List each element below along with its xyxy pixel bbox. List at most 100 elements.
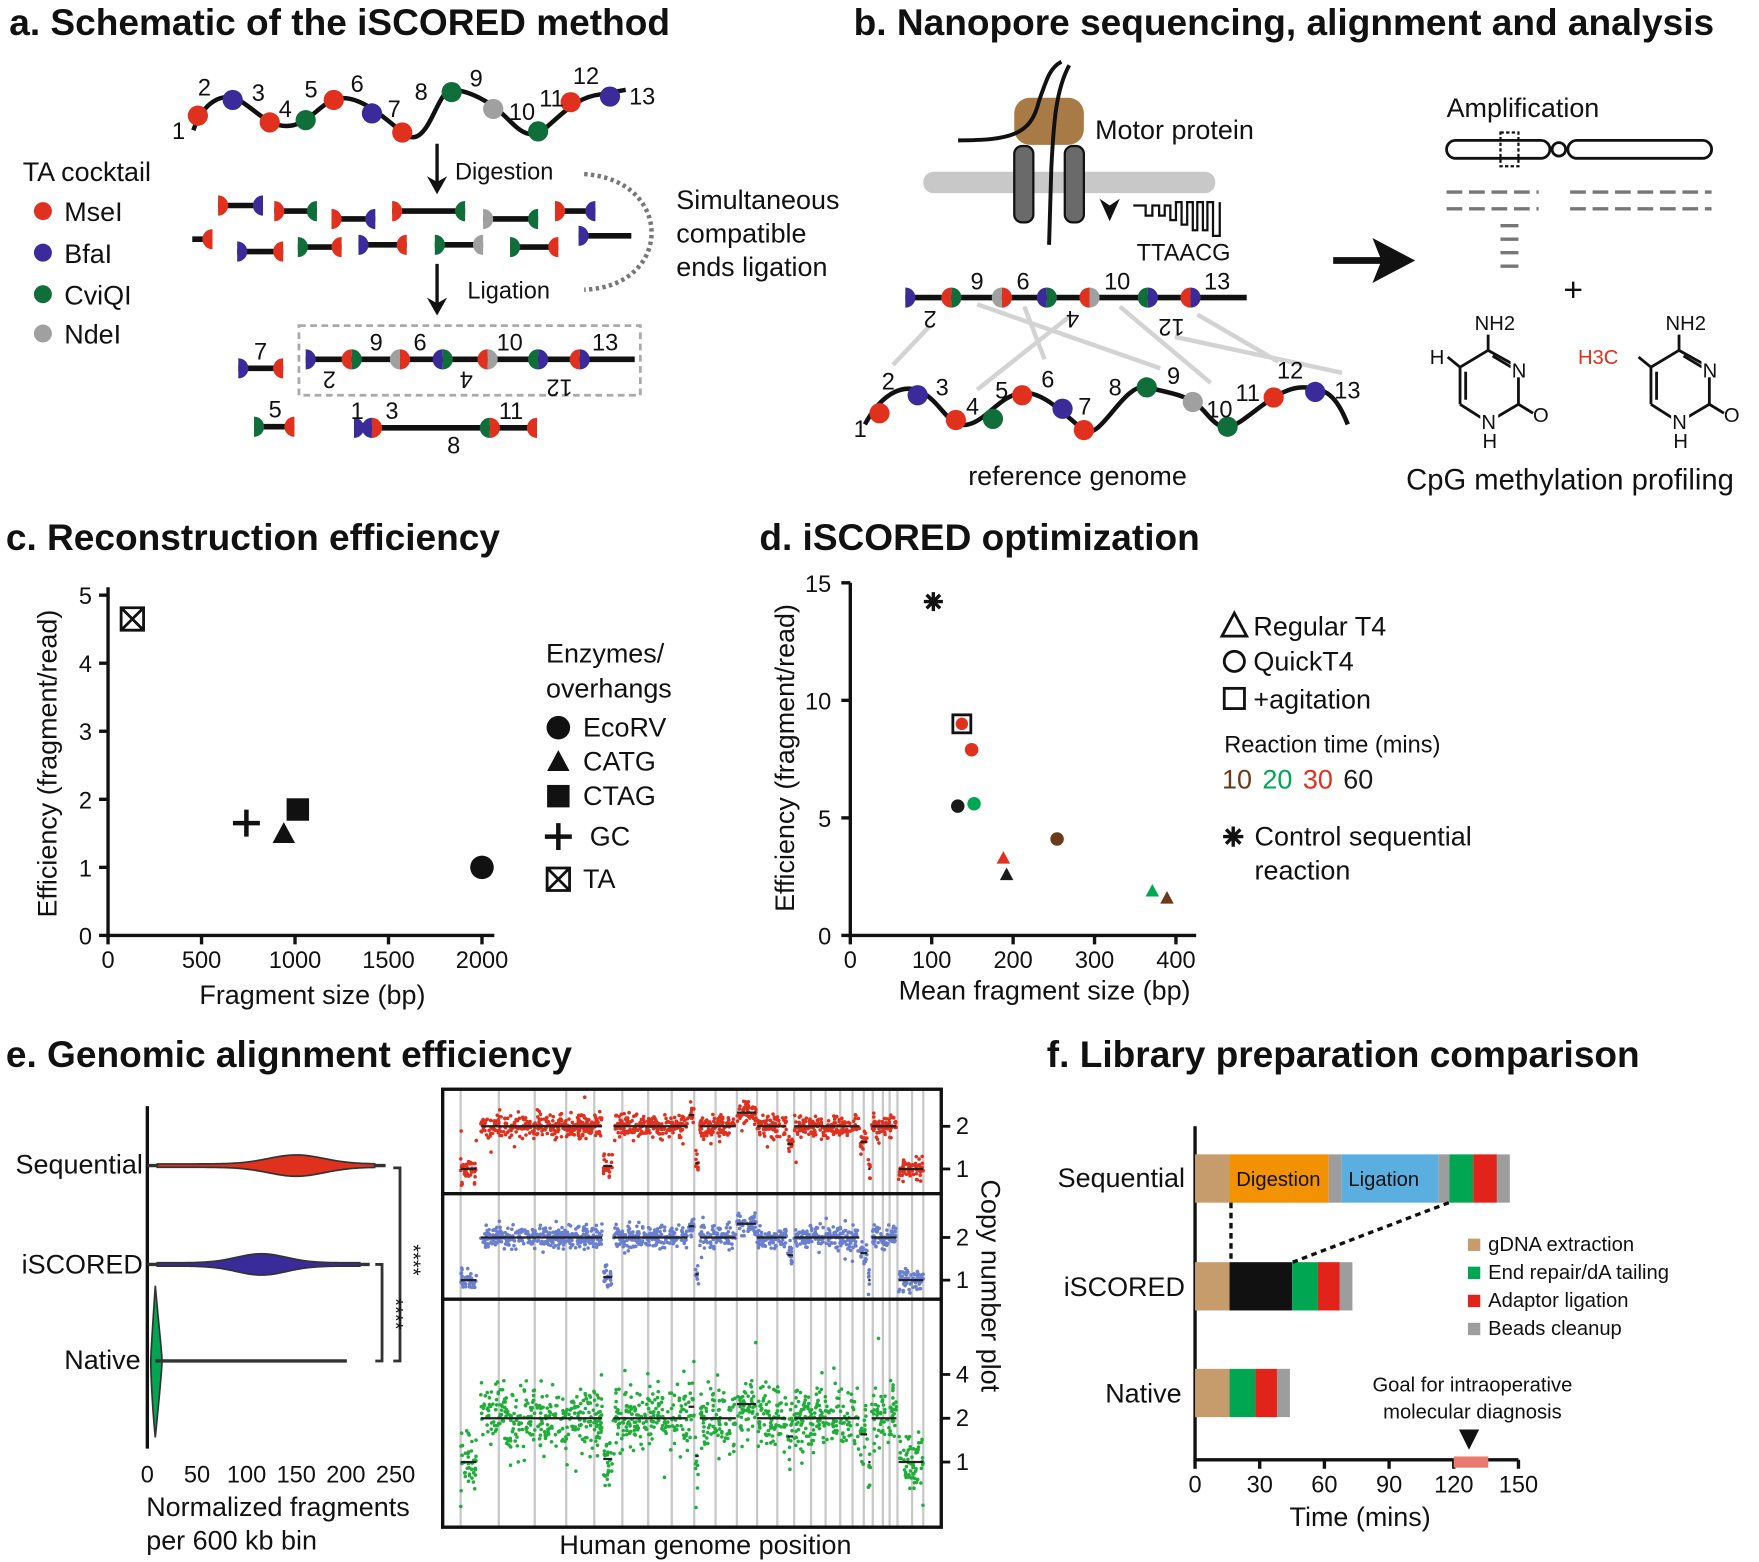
cnv-bin-point [908, 1282, 913, 1286]
cnv-bin-point [756, 1444, 761, 1449]
cnv-bin-point [594, 1242, 598, 1246]
cnv-bin-point [583, 1406, 588, 1411]
cnv-bin-point [837, 1389, 841, 1394]
cnv-bin-point [610, 1462, 614, 1466]
cnv-bin-point [545, 1241, 550, 1245]
cnv-bin-point [614, 1391, 618, 1395]
cnv-bin-point [497, 1108, 502, 1112]
cnv-bin-point [687, 1414, 691, 1419]
cnv-bin-point [816, 1398, 820, 1403]
cnv-bin-point [524, 1133, 528, 1137]
category-label: Native [64, 1345, 140, 1375]
site-number: 1 [351, 398, 364, 424]
cnv-bin-point [717, 1226, 721, 1231]
cnv-bin-point [845, 1411, 850, 1416]
segment-label: Digestion [1236, 1169, 1320, 1191]
cnv-bin-point [666, 1409, 670, 1414]
cnv-bin-point [919, 1440, 924, 1445]
cnv-bin-point [919, 1466, 924, 1471]
cnv-bin-point [696, 1168, 700, 1172]
cnv-bin-point [876, 1336, 881, 1341]
sticky-end-icon [472, 234, 484, 255]
cnv-bin-point [859, 1254, 863, 1258]
cnv-bin-point [905, 1172, 909, 1176]
cnv-bin-point [681, 1142, 685, 1146]
cnv-bin-point [849, 1231, 854, 1235]
site-number: 1 [854, 416, 867, 442]
cnv-bin-point [907, 1287, 911, 1292]
cnv-bin-point [679, 1117, 684, 1122]
cnv-bin-point [461, 1162, 466, 1167]
cnv-bin-point [522, 1389, 527, 1393]
cnv-bin-point [851, 1119, 856, 1124]
cnv-bin-point [669, 1116, 673, 1121]
cnv-bin-point [546, 1427, 550, 1432]
cnv-bin-point [598, 1241, 602, 1245]
cnv-bin-point [871, 1411, 876, 1416]
cnv-bin-point [460, 1453, 464, 1458]
cnv-bin-point [849, 1392, 854, 1397]
cnv-bin-point [535, 1233, 540, 1237]
sticky-end-icon [237, 241, 248, 262]
cnv-bin-point [811, 1438, 816, 1443]
cnv-bin-point [493, 1128, 498, 1133]
y-axis-label: Efficiency (fragment/read) [32, 610, 62, 918]
cnv-bin-point [595, 1393, 599, 1397]
bar-segment-beads [1438, 1154, 1450, 1203]
cnv-bin-point [847, 1420, 851, 1425]
enzyme-label: BfaI [64, 239, 112, 269]
plus-sign: + [1563, 272, 1583, 309]
cnv-bin-point [702, 1225, 707, 1230]
cnv-bin-point [882, 1410, 887, 1415]
cnv-bin-point [608, 1271, 613, 1276]
cnv-bin-point [826, 1135, 830, 1140]
restriction-site [1263, 387, 1284, 408]
cnv-bin-point [727, 1248, 731, 1252]
cnv-bin-point [712, 1244, 716, 1249]
cnv-bin-point [787, 1417, 792, 1421]
cnv-bin-point [624, 1130, 629, 1134]
cnv-bin-point [720, 1122, 725, 1126]
cnv-bin-point [645, 1402, 649, 1407]
cnv-bin-point [898, 1439, 903, 1444]
cnv-bin-point [636, 1128, 640, 1133]
cnv-bin-point [545, 1394, 549, 1398]
cnv-bin-point [489, 1127, 494, 1131]
agitation-square [951, 713, 973, 735]
site-number: 10 [1206, 397, 1232, 423]
arrow-head-icon [426, 297, 448, 316]
cnv-bin-point [598, 1133, 603, 1138]
cnv-bin-point [546, 1121, 551, 1126]
cnv-bin-point [829, 1240, 834, 1245]
cnv-bin-point [573, 1245, 578, 1250]
cnv-bin-point [583, 1129, 588, 1134]
cnv-bin-point [717, 1134, 722, 1138]
cnv-bin-point [628, 1383, 633, 1387]
bar-segment-gdna [1195, 1262, 1230, 1311]
site-number-inverted: 12 [1158, 314, 1184, 340]
bar-segment-endrep [1229, 1368, 1256, 1418]
cnv-bin-point [750, 1424, 755, 1429]
cnv-bin-point [787, 1457, 792, 1462]
cnv-bin-point [681, 1115, 686, 1120]
cnv-bin-point [580, 1120, 585, 1125]
cnv-bin-point [485, 1423, 489, 1427]
cnv-bin-point [843, 1219, 848, 1223]
oxygen-label: O [1533, 405, 1549, 427]
cnv-bin-point [836, 1248, 841, 1253]
cnv-bin-point [712, 1231, 716, 1236]
cnv-bin-point [859, 1135, 864, 1139]
cnv-bin-point [584, 1231, 589, 1236]
sticky-end-icon [331, 208, 342, 230]
cnv-bin-point [795, 1132, 800, 1137]
cnv-bin-point [877, 1126, 881, 1131]
cnv-bin-point [600, 1222, 604, 1226]
y-tick-label: 3 [79, 719, 92, 745]
cnv-bin-point [504, 1121, 509, 1126]
cnv-bin-point [715, 1373, 720, 1377]
cnv-bin-point [741, 1229, 746, 1233]
cnv-bin-point [784, 1127, 788, 1132]
cnv-bin-point [690, 1381, 695, 1385]
cnv-bin-point [514, 1405, 518, 1409]
x-axis-label: Mean fragment size (bp) [899, 975, 1191, 1005]
